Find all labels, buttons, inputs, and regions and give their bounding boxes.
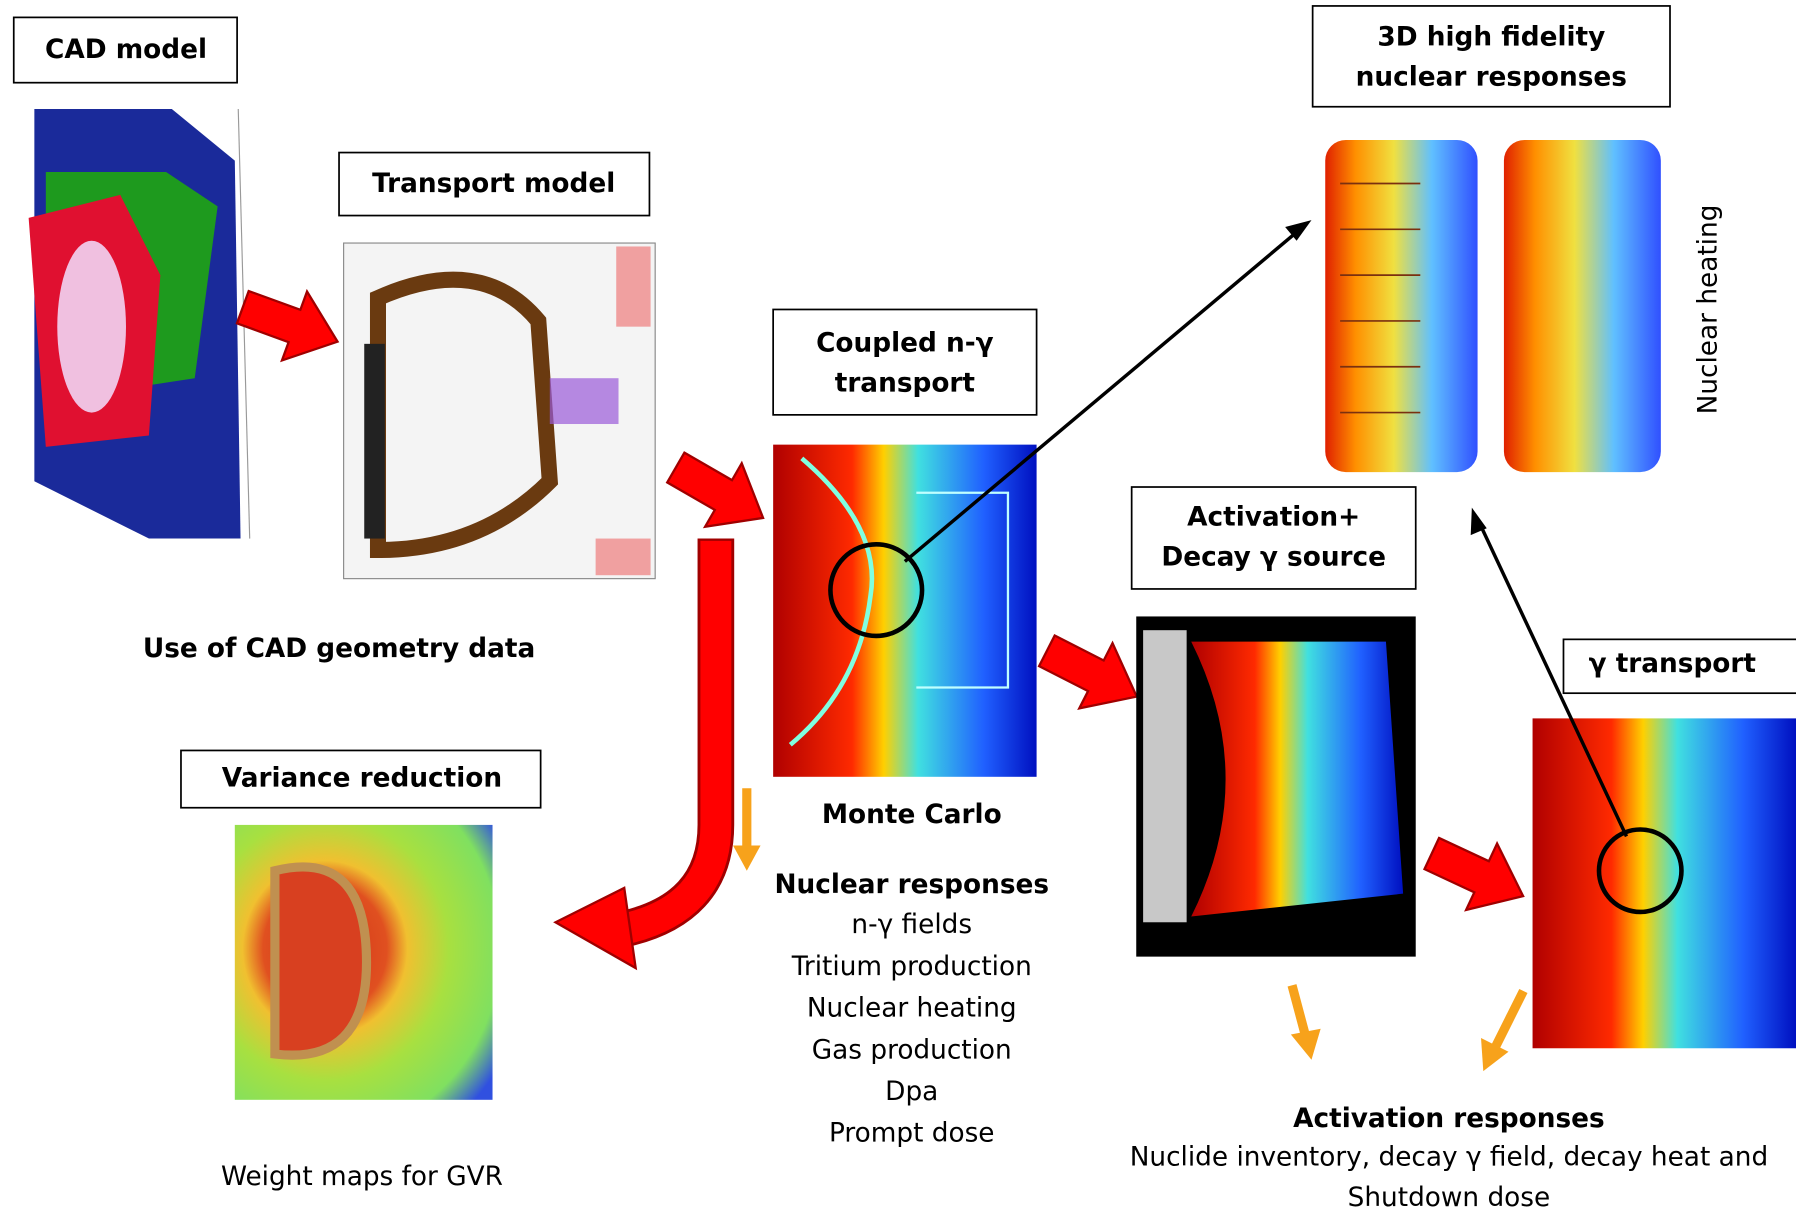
- caption: Monte Carlo: [822, 800, 1002, 830]
- title: Transport model: [372, 169, 615, 199]
- curved-arrow: [556, 539, 716, 969]
- gamma-image: [1533, 718, 1796, 1048]
- response-item: Tritium production: [791, 952, 1032, 982]
- output-arrow-head: [1291, 1029, 1321, 1060]
- activation-image: [1136, 616, 1415, 956]
- caption: Use of CAD geometry data: [143, 634, 535, 664]
- responses-title: Activation responses: [1293, 1104, 1605, 1134]
- response-item: Dpa: [885, 1077, 938, 1107]
- title: Decay γ source: [1161, 543, 1386, 573]
- flow-arrow: [657, 436, 781, 550]
- response-item: Gas production: [812, 1035, 1012, 1065]
- response-item: Shutdown dose: [1348, 1183, 1551, 1213]
- output-arrow: [1292, 985, 1306, 1037]
- response-item: Nuclear heating: [807, 994, 1017, 1024]
- monte-carlo-image: [773, 445, 1036, 777]
- side-label: Nuclear heating: [1693, 205, 1723, 415]
- title: nuclear responses: [1356, 63, 1627, 93]
- output-arrow: [1495, 991, 1524, 1048]
- title: CAD model: [45, 35, 207, 65]
- cad-image: [29, 109, 250, 539]
- diagram: CAD model Use of CAD geometry data Trans…: [0, 0, 1796, 1218]
- title: Variance reduction: [222, 764, 502, 794]
- title: γ transport: [1589, 649, 1756, 679]
- title: Coupled n-γ: [816, 328, 994, 358]
- title: Activation+: [1187, 502, 1360, 532]
- response-item: Prompt dose: [829, 1119, 995, 1149]
- responses-title: Nuclear responses: [774, 870, 1049, 900]
- title-box: [773, 309, 1036, 414]
- response-item: Nuclide inventory, decay γ field, decay …: [1130, 1143, 1768, 1173]
- transport-image: [344, 243, 656, 579]
- output-arrow-head: [733, 846, 760, 871]
- response-item: n-γ fields: [851, 910, 972, 940]
- responses-list: n-γ fields Tritium production Nuclear heat…: [791, 910, 1032, 1148]
- variance-image: [235, 825, 493, 1100]
- title: transport: [835, 368, 975, 398]
- title: 3D high fidelity: [1377, 23, 1605, 53]
- caption: Weight maps for GVR: [221, 1162, 503, 1192]
- flow-arrow: [1416, 820, 1538, 929]
- heating-image: [1325, 140, 1661, 472]
- flow-arrow: [1030, 618, 1153, 729]
- flow-arrow: [230, 273, 350, 376]
